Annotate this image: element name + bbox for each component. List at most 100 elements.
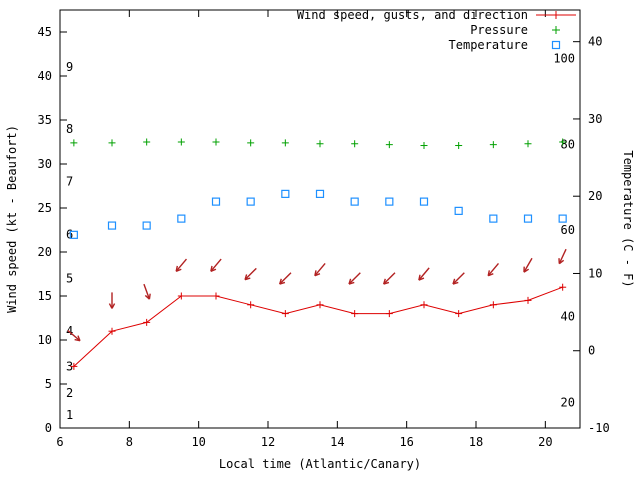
fahrenheit-label: 80: [561, 137, 575, 151]
wind-direction-arrow: [487, 270, 491, 276]
wind-direction-arrow: [558, 259, 565, 265]
temperature-marker: [489, 214, 498, 223]
x-tick-label: 20: [538, 435, 552, 449]
y-left-tick-label: 40: [38, 69, 52, 83]
wind-direction-arrow: [487, 273, 494, 277]
wind-direction-arrow: [523, 257, 533, 273]
x-tick-label: 6: [56, 435, 63, 449]
wind-direction-arrow: [244, 274, 248, 280]
beaufort-label: 1: [66, 408, 73, 422]
x-tick-label: 12: [261, 435, 275, 449]
beaufort-label: 5: [66, 271, 73, 285]
x-tick-label: 18: [469, 435, 483, 449]
wind-direction-arrow: [383, 281, 390, 285]
x-tick-label: 8: [126, 435, 133, 449]
y-left-axis: 0 5 10 15 20 25 30 35 40 45 Wind speed (kt - Beauf…: [5, 25, 67, 435]
beaufort-label: 8: [66, 122, 73, 136]
wind-direction-arrow: [452, 272, 465, 285]
fahrenheit-label: 20: [561, 396, 575, 410]
beaufort-label: 2: [66, 386, 73, 400]
temperature-marker: [69, 230, 78, 239]
temperature-marker: [350, 197, 359, 206]
wind-direction-arrow: [244, 277, 251, 281]
wind-direction-arrow: [418, 277, 425, 281]
wind-direction-arrow: [279, 281, 286, 285]
y-left-tick-label: 45: [38, 25, 52, 39]
wind-direction-arrow: [175, 258, 188, 272]
y-right-axis-title: Temperature (C - F): [621, 150, 635, 287]
wind-direction-arrow: [348, 281, 355, 285]
y-left-tick-label: 15: [38, 289, 52, 303]
wind-direction-arrow: [111, 303, 116, 309]
wind-direction-arrow: [314, 270, 317, 276]
beaufort-label: 9: [66, 60, 73, 74]
fahrenheit-scale-labels: 20 40 60 80 100: [553, 52, 575, 410]
legend-label-pressure: Pressure: [470, 23, 528, 37]
wind-direction-arrow: [314, 263, 326, 277]
wind-direction-arrow: [143, 283, 151, 300]
x-tick-label: 16: [399, 435, 413, 449]
wind-direction-arrow: [74, 338, 81, 342]
y-left-tick-label: 30: [38, 157, 52, 171]
wind-direction-arrow: [67, 329, 81, 342]
series-wind-gusts: [67, 248, 567, 342]
y-right-tick-label: 20: [588, 189, 602, 203]
wind-direction-arrow: [314, 273, 321, 277]
y-left-tick-label: 25: [38, 201, 52, 215]
y-left-tick-label: 35: [38, 113, 52, 127]
beaufort-label: 3: [66, 359, 73, 373]
temperature-marker: [419, 197, 429, 206]
wind-direction-arrow: [144, 294, 150, 300]
wind-direction-arrow: [279, 278, 282, 285]
legend-label-temperature: Temperature: [449, 38, 528, 52]
y-left-axis-title: Wind speed (kt - Beaufort): [5, 125, 19, 313]
temperature-marker: [246, 197, 255, 206]
temperature-marker: [177, 214, 186, 223]
fahrenheit-label: 60: [561, 223, 575, 237]
series-temperature: [69, 189, 567, 239]
wind-direction-arrow: [279, 272, 292, 285]
series-wind-speed: [70, 283, 567, 370]
temperature-marker: [523, 214, 533, 223]
wind-direction-arrow: [175, 268, 182, 272]
chart-legend: Wind speed, gusts, and directionPressure…: [297, 8, 576, 52]
y-right-tick-label: 10: [588, 266, 602, 280]
wind-direction-arrow: [175, 265, 179, 272]
series-pressure: [70, 138, 567, 150]
wind-direction-arrow: [558, 248, 567, 264]
wind-direction-arrow: [452, 278, 456, 285]
y-left-tick-label: 0: [45, 421, 52, 435]
wind-direction-arrow: [210, 258, 222, 272]
wind-direction-arrow: [348, 278, 352, 285]
temperature-marker: [281, 189, 290, 198]
y-right-tick-label: -10: [588, 421, 610, 435]
x-axis-title: Local time (Atlantic/Canary): [219, 457, 421, 471]
temperature-marker: [558, 214, 567, 223]
wind-direction-arrow: [244, 267, 257, 281]
wind-direction-arrow: [108, 303, 113, 309]
wind-direction-arrow: [487, 263, 500, 277]
x-tick-label: 10: [191, 435, 205, 449]
temperature-marker: [107, 221, 117, 230]
legend-label-wind: Wind speed, gusts, and direction: [297, 8, 528, 22]
wind-direction-arrow: [148, 293, 151, 300]
y-left-tick-label: 10: [38, 333, 52, 347]
temperature-marker: [211, 197, 221, 206]
temperature-marker: [142, 221, 151, 230]
wind-direction-arrow: [210, 265, 213, 272]
beaufort-label: 6: [66, 227, 73, 241]
y-right-tick-label: 40: [588, 35, 602, 49]
temperature-marker: [454, 206, 463, 215]
wind-direction-arrow: [77, 335, 81, 342]
wind-direction-arrow: [383, 272, 396, 285]
plot-border: [59, 9, 581, 429]
fahrenheit-label: 40: [561, 310, 575, 324]
wind-direction-arrow: [523, 268, 530, 273]
wind-direction-arrow: [452, 281, 459, 285]
x-tick-label: 14: [330, 435, 344, 449]
y-left-tick-label: 5: [45, 377, 52, 391]
